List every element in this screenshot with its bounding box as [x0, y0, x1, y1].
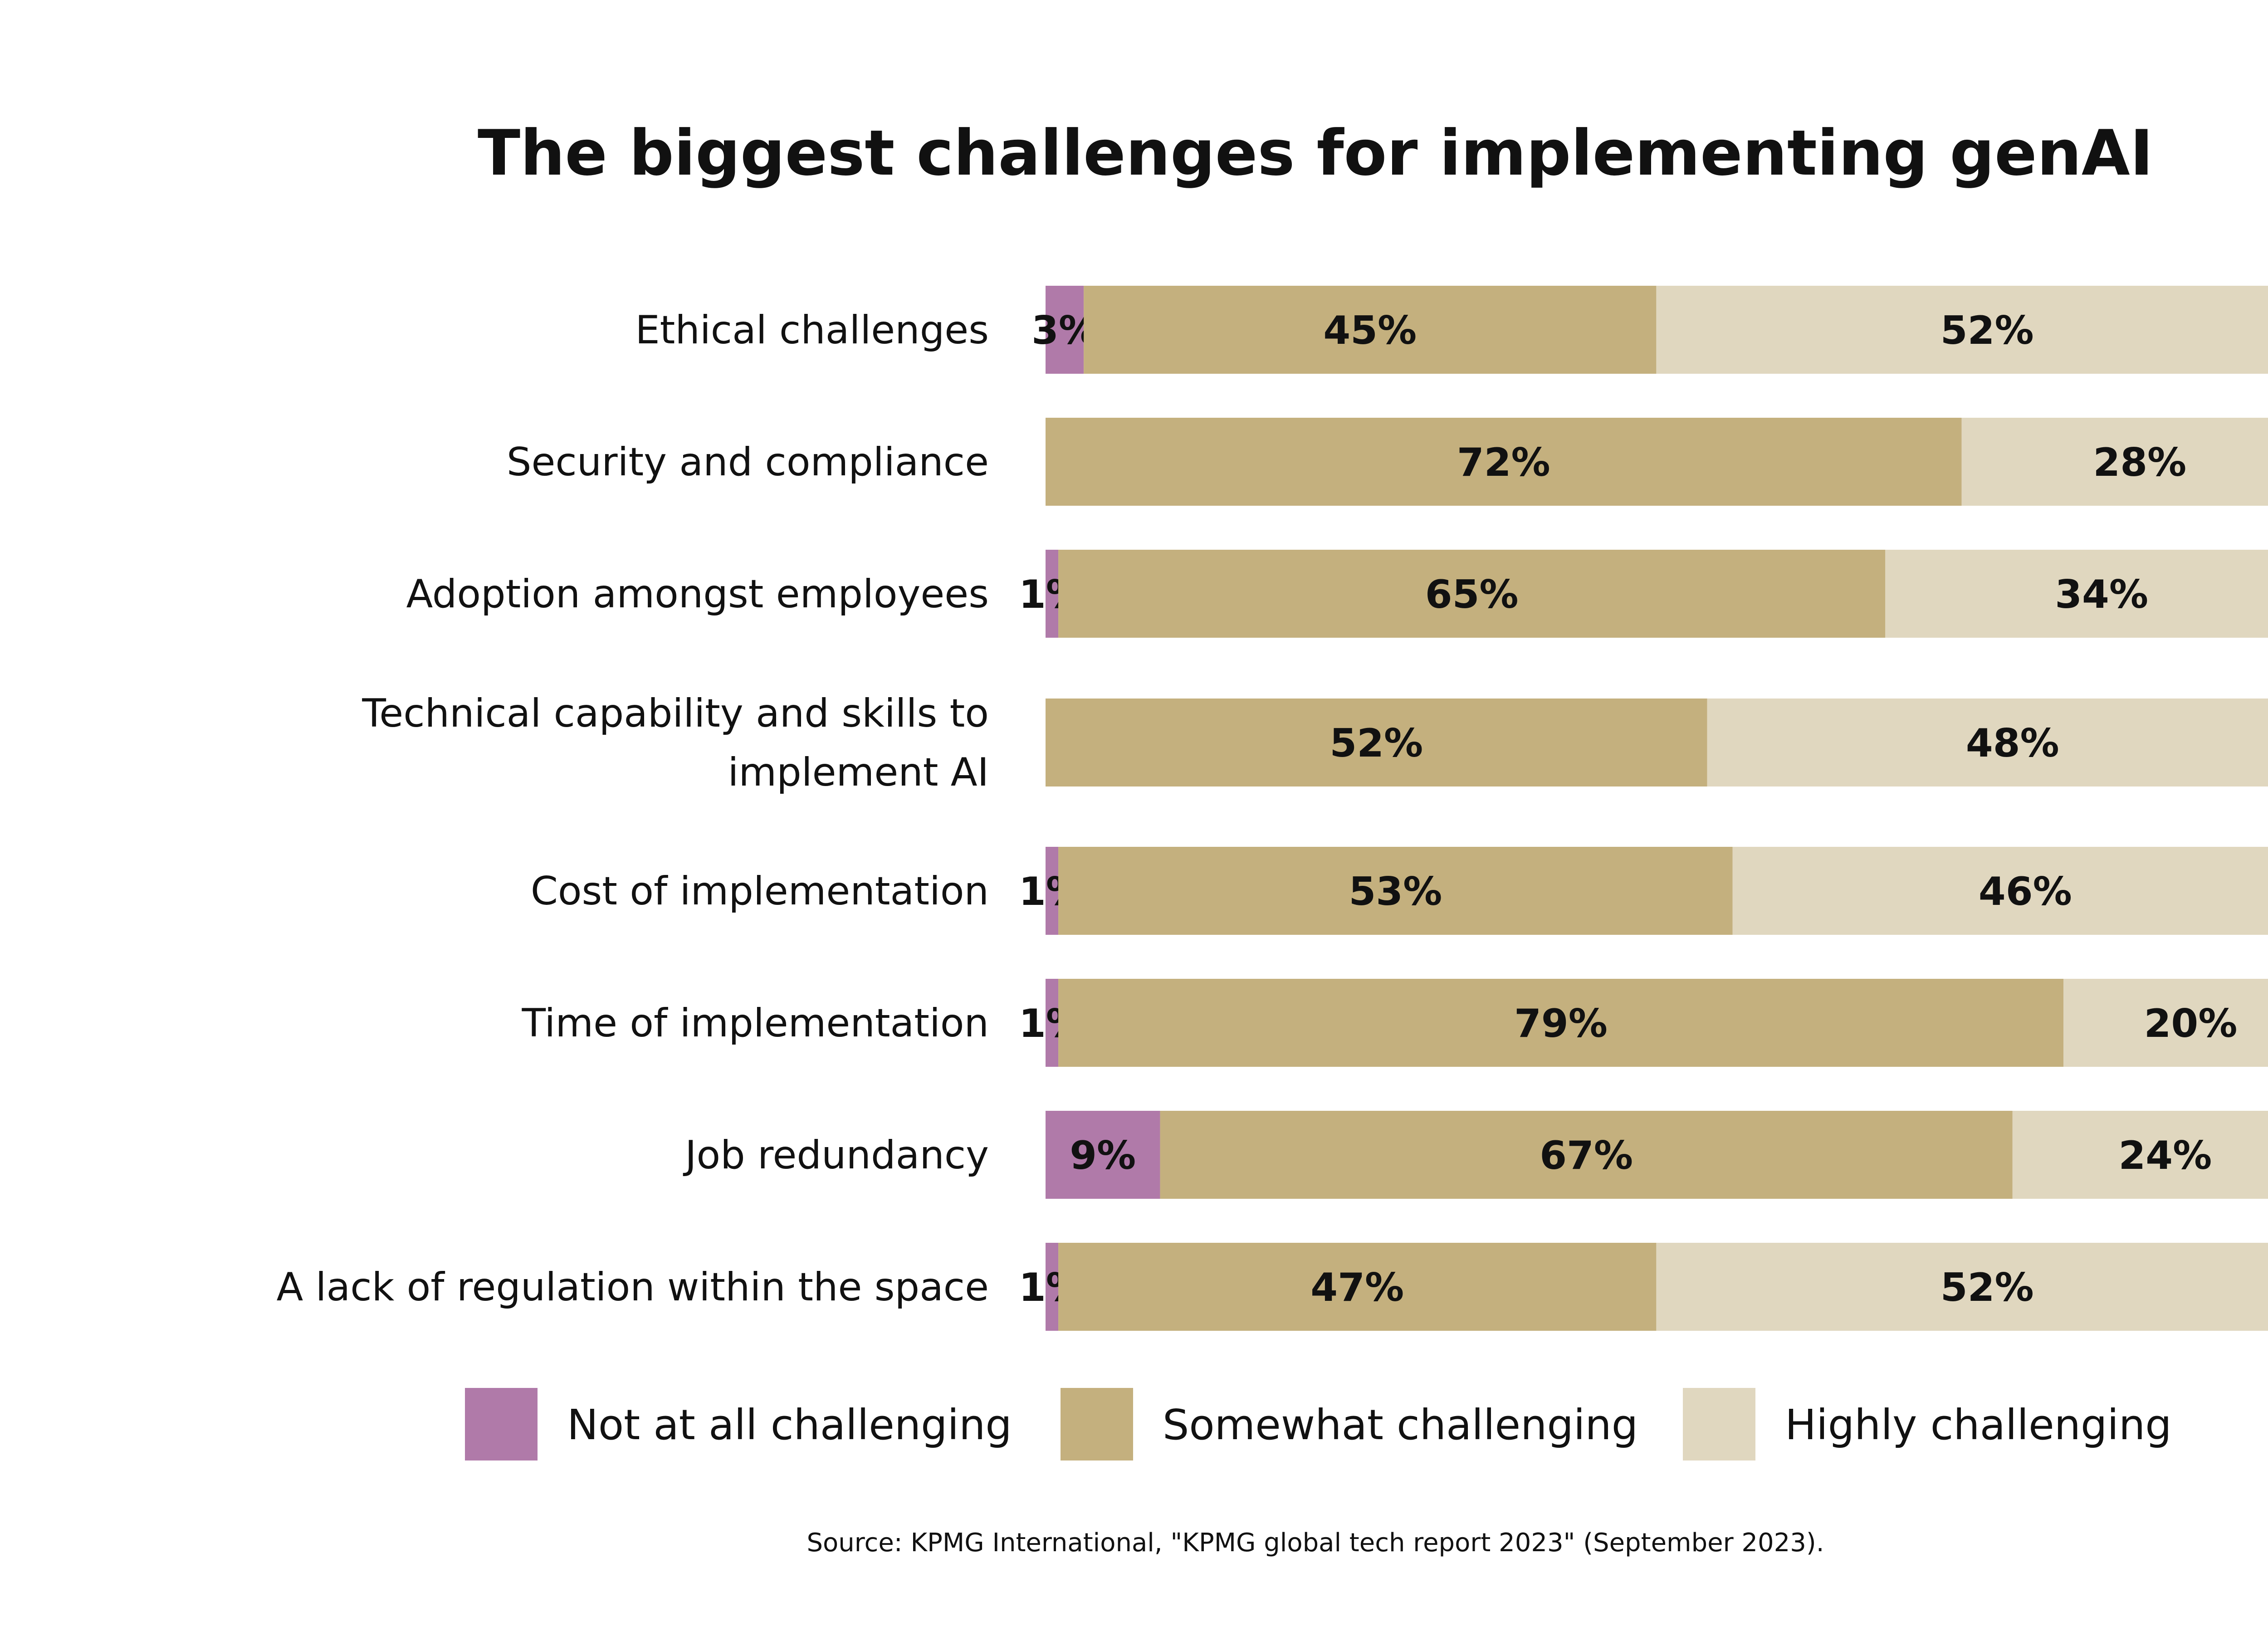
bar-value-label: 65%	[1425, 572, 1519, 617]
category-labels: Ethical challenges Security and complianc…	[276, 308, 989, 1310]
bar-value-label: 79%	[1514, 1001, 1608, 1046]
bar-value-label: 53%	[1349, 869, 1442, 914]
bar-value-label: 34%	[2055, 572, 2148, 617]
category-label: Cost of implementation	[531, 869, 989, 914]
category-label: Security and compliance	[507, 440, 989, 485]
bar-segment	[1058, 847, 1733, 935]
category-label: Ethical challenges	[635, 308, 989, 353]
legend-label: Not at all challenging	[567, 1401, 1012, 1449]
bar-value-label: 47%	[1310, 1265, 1404, 1310]
category-label: Time of implementation	[522, 1001, 989, 1046]
legend-swatch	[1683, 1388, 1755, 1460]
legend-label: Highly challenging	[1785, 1401, 2172, 1449]
bar-value-label: 28%	[2093, 440, 2186, 485]
category-label: Technical capability and skills to	[362, 691, 989, 736]
bar-segment	[1058, 550, 1886, 638]
chart-title: The biggest challenges for implementing …	[478, 117, 2153, 190]
bar-segment	[1046, 979, 1059, 1067]
bar-value-label: 48%	[1966, 721, 2059, 766]
bar-value-label: 46%	[1979, 869, 2072, 914]
bar-segment	[1707, 698, 2268, 786]
bar-segment	[1046, 286, 1084, 374]
category-label: Job redundancy	[683, 1133, 989, 1178]
chart-source: Source: KPMG International, "KPMG global…	[807, 1528, 1824, 1558]
legend: Not at all challenging Somewhat challengi…	[465, 1388, 2172, 1460]
bar-value-label: 9%	[1070, 1133, 1136, 1178]
category-label: implement AI	[728, 750, 989, 795]
category-label: Adoption amongst employees	[406, 572, 989, 617]
bar-segment	[1046, 1111, 1160, 1199]
bar-value-label: 20%	[2144, 1001, 2238, 1046]
legend-swatch	[465, 1388, 538, 1460]
bar-segment	[1058, 979, 2063, 1067]
bar-segment	[1961, 418, 2268, 506]
bar-segment	[1732, 847, 2268, 935]
bar-value-label: 72%	[1457, 440, 1550, 485]
bar-value-label: 45%	[1323, 308, 1417, 353]
bar-segment	[1656, 1243, 2268, 1331]
bar-segment	[1046, 418, 1962, 506]
bar-value-label: 52%	[1330, 721, 1423, 766]
legend-swatch	[1061, 1388, 1133, 1460]
bar-segment	[1885, 550, 2268, 638]
bar-segment	[1058, 1243, 1657, 1331]
bar-value-label: 52%	[1941, 308, 2034, 353]
category-label: A lack of regulation within the space	[276, 1265, 989, 1310]
bar-segment	[1046, 1243, 1059, 1331]
bar-segment	[1046, 847, 1059, 935]
bar-segment	[2063, 979, 2268, 1067]
bar-segment	[1656, 286, 2268, 374]
bar-value-label: 67%	[1540, 1133, 1633, 1178]
bar-segment	[1046, 550, 1059, 638]
bar-segment	[1160, 1111, 2013, 1199]
bars: 3% 45% 52%72% 28%1% 65% 34%52% 48%1% 53% 46%1% 79…	[1019, 286, 2268, 1331]
bar-segment	[1084, 286, 1657, 374]
legend-label: Somewhat challenging	[1163, 1401, 1638, 1449]
bar-segment	[2012, 1111, 2268, 1199]
bar-segment	[1046, 698, 1707, 786]
bar-value-label: 52%	[1941, 1265, 2034, 1310]
bar-value-label: 24%	[2118, 1133, 2212, 1178]
